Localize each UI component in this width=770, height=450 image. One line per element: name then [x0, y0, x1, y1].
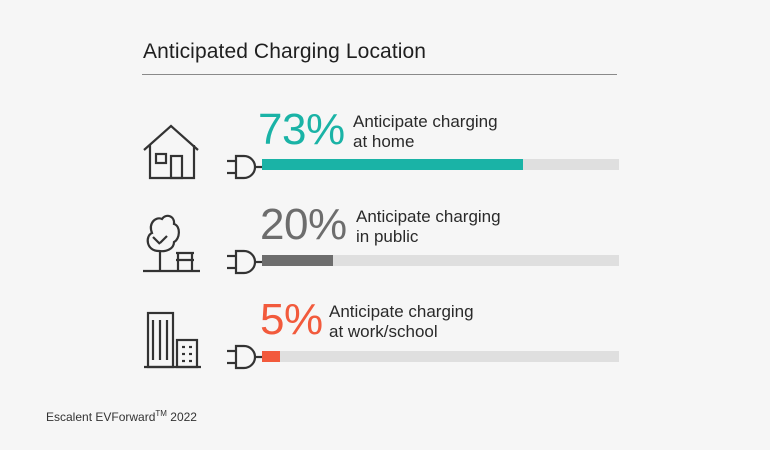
bar-fill-work	[262, 351, 280, 362]
label-line-2: at home	[353, 132, 415, 151]
plug-icon	[227, 154, 262, 180]
park-tree-bench-icon	[143, 214, 200, 273]
plug-icon	[227, 249, 262, 275]
bar-track	[262, 255, 619, 266]
bar-fill-home	[262, 159, 523, 170]
plug-icon	[227, 344, 262, 370]
percent-value: 20%	[260, 200, 347, 249]
bar-track	[262, 351, 619, 362]
source-text: Escalent EVForward	[46, 410, 156, 424]
percent-value: 5%	[260, 295, 323, 344]
office-building-icon	[144, 311, 201, 369]
row-public: 20% Anticipate charging in public	[0, 203, 770, 298]
source-year: 2022	[166, 410, 197, 424]
trademark-mark: TM	[155, 409, 167, 418]
title-divider	[142, 74, 617, 75]
label-line-2: at work/school	[329, 322, 438, 341]
bar-track	[262, 159, 619, 170]
chart-title: Anticipated Charging Location	[143, 40, 427, 63]
row-work: 5% Anticipate charging at work/school	[0, 298, 770, 393]
label-line-1: Anticipate charging	[353, 112, 498, 131]
label-line-2: in public	[356, 227, 419, 246]
label-line-1: Anticipate charging	[356, 207, 501, 226]
row-home: 73% Anticipate charging at home	[0, 108, 770, 203]
label-line-1: Anticipate charging	[329, 302, 474, 321]
bar-fill-public	[262, 255, 334, 266]
house-icon	[143, 124, 199, 180]
source-credit: Escalent EVForwardTM 2022	[46, 409, 197, 424]
percent-value: 73%	[258, 105, 345, 154]
